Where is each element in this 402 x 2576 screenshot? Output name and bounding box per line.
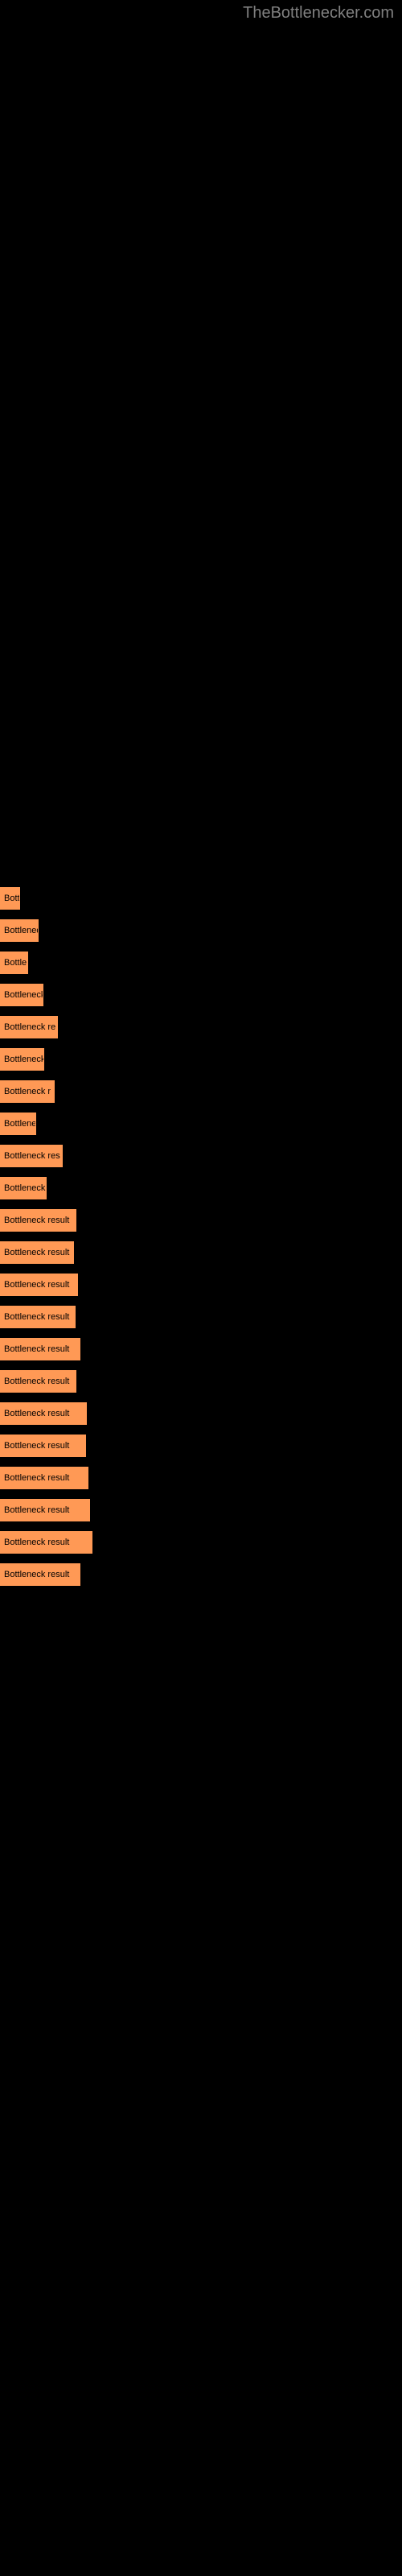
bar: Bottleneck result bbox=[0, 1370, 76, 1393]
bar-row: Bottleneck result bbox=[0, 1338, 402, 1360]
bar-row: Bottleneck result bbox=[0, 1402, 402, 1425]
bar-row: Bottlene bbox=[0, 1113, 402, 1135]
bar-row: Bottlened bbox=[0, 919, 402, 942]
bar-row: Bottleneck bbox=[0, 1177, 402, 1199]
bar-row: Bottleneck result bbox=[0, 1531, 402, 1554]
bar: Bottle bbox=[0, 952, 28, 974]
bar: Bottlene bbox=[0, 1113, 36, 1135]
bar-row: Bottleneck result bbox=[0, 1209, 402, 1232]
bar: Bottleneck result bbox=[0, 1338, 80, 1360]
bar-row: Bottleneck result bbox=[0, 1467, 402, 1489]
bar: Bottleneck result bbox=[0, 1531, 92, 1554]
bar: Bottleneck result bbox=[0, 1306, 76, 1328]
bar: Bottleneck res bbox=[0, 1145, 63, 1167]
bar-row: Bottleneck bbox=[0, 984, 402, 1006]
bar: Bottleneck bbox=[0, 1177, 47, 1199]
bar-row: Bottleneck result bbox=[0, 1563, 402, 1586]
bar-row: Bott bbox=[0, 887, 402, 910]
bar: Bottleneck result bbox=[0, 1274, 78, 1296]
bar: Bott bbox=[0, 887, 20, 910]
bar-row: Bottleneck result bbox=[0, 1274, 402, 1296]
bar-row: Bottle bbox=[0, 952, 402, 974]
bar: Bottleneck result bbox=[0, 1402, 87, 1425]
bar: Bottleneck result bbox=[0, 1435, 86, 1457]
bar-row: Bottleneck r bbox=[0, 1080, 402, 1103]
bar-chart: Bott Bottlened Bottle Bottleneck Bottleneck … bbox=[0, 0, 402, 1586]
bar: Bottleneck result bbox=[0, 1209, 76, 1232]
bar-row: Bottleneck result bbox=[0, 1370, 402, 1393]
bar-row: Bottleneck bbox=[0, 1048, 402, 1071]
watermark-text: TheBottlenecker.com bbox=[243, 4, 394, 23]
bar: Bottleneck r bbox=[0, 1080, 55, 1103]
bar: Bottleneck bbox=[0, 1048, 44, 1071]
bar: Bottleneck result bbox=[0, 1241, 74, 1264]
bar: Bottleneck result bbox=[0, 1499, 90, 1521]
bar-row: Bottleneck re bbox=[0, 1016, 402, 1038]
bar: Bottleneck result bbox=[0, 1563, 80, 1586]
bar: Bottleneck bbox=[0, 984, 43, 1006]
bar: Bottleneck result bbox=[0, 1467, 88, 1489]
bar-row: Bottleneck result bbox=[0, 1306, 402, 1328]
bar-row: Bottleneck result bbox=[0, 1435, 402, 1457]
bar-row: Bottleneck res bbox=[0, 1145, 402, 1167]
bar: Bottleneck re bbox=[0, 1016, 58, 1038]
bar: Bottlened bbox=[0, 919, 39, 942]
bar-row: Bottleneck result bbox=[0, 1499, 402, 1521]
bar-row: Bottleneck result bbox=[0, 1241, 402, 1264]
